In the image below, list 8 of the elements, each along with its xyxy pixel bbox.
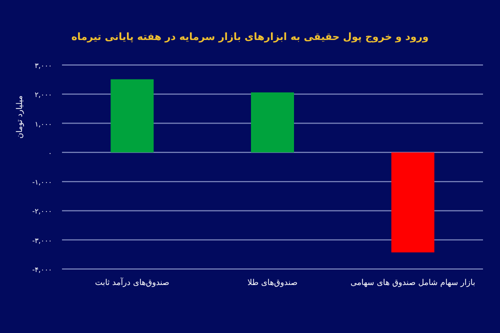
x-tick-label: صندوق‌های طلا — [247, 278, 298, 287]
x-tick-label: بازار سهام شامل صندوق های سهامی — [350, 278, 476, 287]
chart-title: ورود و خروج پول حقیقی به ابزارهای بازار سرمایه در هفته پایانی تیرماه — [71, 32, 429, 43]
x-tick-label: صندوق‌های درآمد ثابت — [94, 277, 170, 287]
bar — [251, 92, 294, 152]
bar — [391, 152, 434, 252]
bar — [110, 79, 154, 152]
y-axis-title: میلیارد تومان — [15, 95, 24, 139]
